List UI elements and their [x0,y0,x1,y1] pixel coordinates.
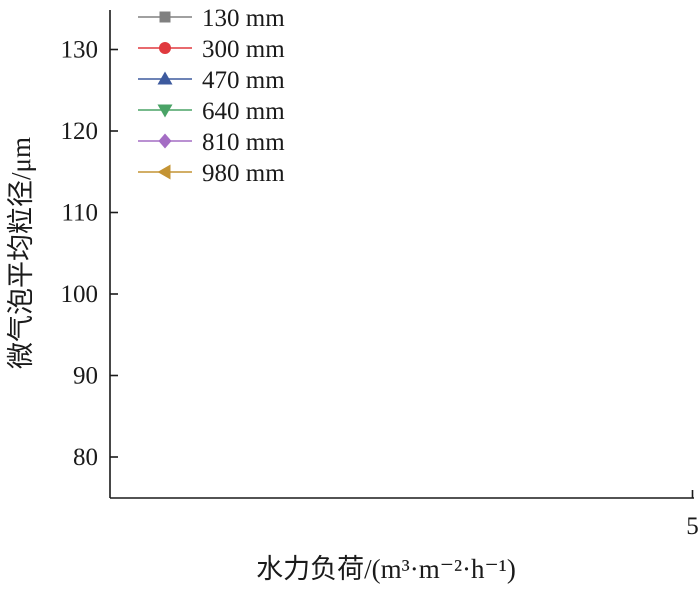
y-axis-title: 微气泡平均粒径/μm [6,137,36,369]
legend-item: 300 mm [138,36,285,63]
axes [109,10,694,499]
y-tick-label: 80 [73,444,98,471]
legend-marker [159,11,171,23]
legend-marker [157,164,171,180]
legend-marker [157,71,173,85]
y-tick-label: 110 [61,200,98,227]
legend-item: 130 mm [138,5,285,32]
legend-item: 470 mm [138,67,285,94]
legend-label: 300 mm [202,36,285,63]
legend: 130 mm 300 mm 470 mm 640 mm 810 mm 980 mm [138,5,285,187]
legend-item: 640 mm [138,98,285,125]
y-ticks: 80 90 100 110 120 130 [61,37,118,471]
legend-label: 810 mm [202,129,285,156]
legend-marker [159,42,171,54]
legend-marker [157,104,173,118]
x-axis-title: 水力负荷/(m³·m⁻²·h⁻¹) [256,554,516,584]
legend-label: 470 mm [202,67,285,94]
legend-marker [158,133,172,149]
legend-item: 810 mm [138,129,285,156]
legend-label: 130 mm [202,5,285,32]
legend-label: 640 mm [202,98,285,125]
y-tick-label: 100 [61,281,99,308]
legend-label: 980 mm [202,160,285,187]
y-tick-label: 120 [61,118,99,145]
legend-item: 980 mm [138,160,285,187]
y-tick-label: 90 [73,363,98,390]
x-tick-label: 5 [686,513,699,540]
y-tick-label: 130 [61,37,99,64]
x-ticks: 56789 [686,490,699,540]
